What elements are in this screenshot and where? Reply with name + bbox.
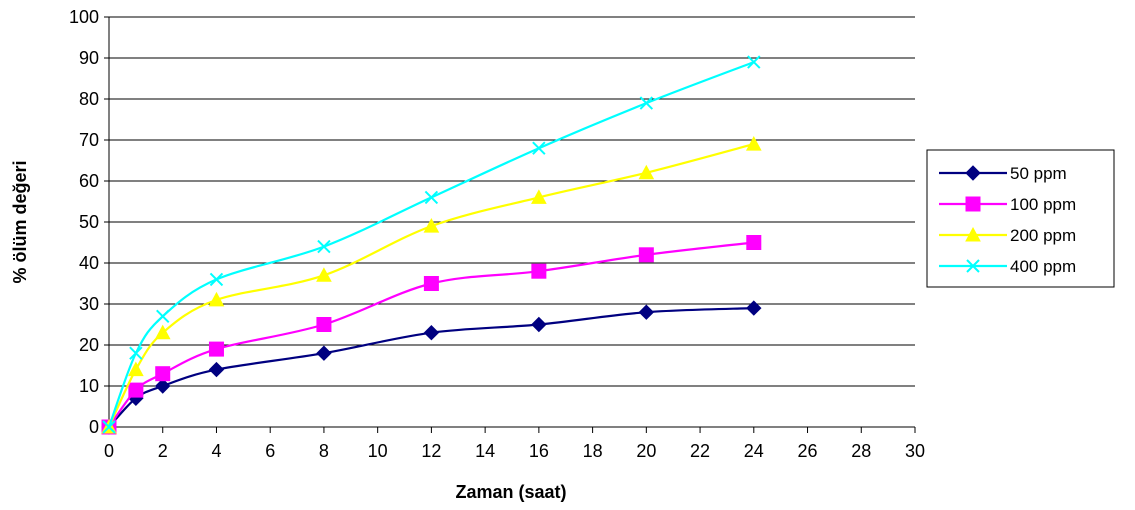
legend: 50 ppm 100 ppm 200 ppm 400 ppm	[926, 149, 1115, 288]
legend-item: 100 ppm	[939, 195, 1076, 214]
legend-item: 50 ppm	[939, 164, 1067, 183]
y-tick-label: 30	[79, 294, 99, 314]
data-point	[423, 276, 439, 291]
data-point	[208, 341, 224, 357]
x-tick-label: 12	[421, 441, 441, 461]
legend-marker	[965, 226, 981, 242]
data-point	[747, 55, 761, 69]
data-point	[102, 420, 116, 434]
x-tick-label: 24	[744, 441, 764, 461]
y-tick-label: 10	[79, 376, 99, 396]
x-tick-label: 30	[905, 441, 925, 461]
legend-label: 200 ppm	[1010, 226, 1076, 245]
data-point	[531, 189, 547, 204]
axes	[104, 16, 916, 433]
x-tick-label: 6	[265, 441, 275, 461]
y-tick-label: 80	[79, 89, 99, 109]
y-tick-label: 60	[79, 171, 99, 191]
data-point	[532, 141, 546, 155]
data-point	[638, 164, 655, 180]
x-axis-title: Zaman (saat)	[455, 482, 566, 502]
data-point	[639, 96, 654, 110]
legend-marker	[966, 259, 980, 273]
series-line	[108, 143, 755, 428]
data-point	[317, 239, 331, 254]
data-point	[156, 309, 170, 324]
data-point	[638, 247, 654, 263]
series-line	[108, 307, 754, 428]
data-point	[423, 218, 440, 233]
y-axis-title: % ölüm değeri	[10, 160, 30, 283]
x-tick-label: 0	[104, 441, 114, 461]
data-point	[746, 235, 762, 250]
y-tick-label: 70	[79, 130, 99, 150]
series-line	[107, 61, 755, 428]
data-point	[155, 366, 171, 382]
y-tick-label: 40	[79, 253, 99, 273]
x-tick-label: 16	[529, 441, 549, 461]
x-tick-label: 8	[319, 441, 329, 461]
data-point	[128, 361, 144, 377]
legend-marker	[965, 196, 981, 212]
data-point	[208, 291, 225, 307]
series-200-ppm	[101, 136, 762, 434]
x-tick-label: 28	[851, 441, 871, 461]
series-50-ppm	[101, 300, 762, 435]
data-point	[316, 345, 332, 361]
y-tick-label: 100	[69, 7, 99, 27]
gridlines	[109, 16, 915, 387]
x-tick-labels: 0 2 4 6 8 10 12 14 16 18 20 22 24 26 28 30	[104, 441, 925, 461]
x-tick-label: 10	[368, 441, 388, 461]
data-point	[745, 136, 762, 151]
data-point	[209, 272, 224, 287]
series-group	[101, 55, 762, 435]
data-point	[638, 304, 655, 320]
x-tick-label: 26	[798, 441, 818, 461]
legend-label: 400 ppm	[1010, 257, 1076, 276]
x-tick-label: 18	[583, 441, 603, 461]
data-point	[746, 300, 762, 316]
y-tick-label: 50	[79, 212, 99, 232]
data-point	[155, 378, 171, 394]
data-point	[531, 316, 547, 333]
series-line	[108, 241, 754, 428]
data-point	[154, 324, 171, 340]
data-point	[423, 324, 440, 341]
data-point	[208, 361, 225, 378]
data-point	[424, 190, 439, 205]
data-point	[531, 263, 547, 279]
y-tick-label: 0	[89, 417, 99, 437]
x-tick-label: 2	[158, 441, 168, 461]
legend-marker	[965, 165, 981, 181]
y-tick-label: 20	[79, 335, 99, 355]
legend-item: 200 ppm	[939, 226, 1076, 245]
x-tick-label: 20	[636, 441, 656, 461]
data-point	[316, 267, 332, 282]
legend-label: 100 ppm	[1010, 195, 1076, 214]
x-tick-label: 22	[690, 441, 710, 461]
y-tick-label: 90	[79, 48, 99, 68]
x-tick-label: 4	[211, 441, 221, 461]
legend-item: 400 ppm	[939, 257, 1076, 276]
data-point	[129, 346, 143, 360]
x-tick-label: 14	[475, 441, 495, 461]
data-point	[128, 382, 144, 398]
series-400-ppm	[102, 55, 761, 434]
legend-label: 50 ppm	[1010, 164, 1067, 183]
data-point	[316, 317, 332, 332]
y-tick-labels: 0 10 20 30 40 50 60 70 80 90 100	[69, 7, 99, 437]
